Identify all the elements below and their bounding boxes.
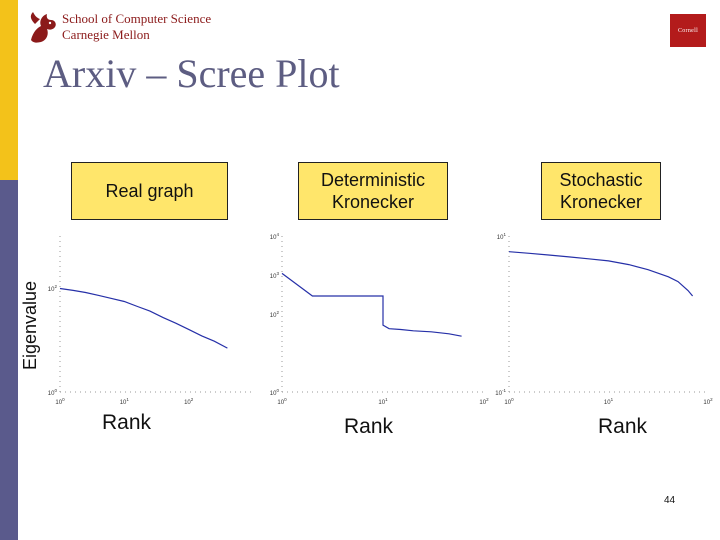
y-tick-label: 103 xyxy=(270,271,280,280)
school-line-2: Carnegie Mellon xyxy=(62,27,150,42)
school-line-1: School of Computer Science xyxy=(62,11,212,26)
y-tick-label: 101 xyxy=(497,232,507,241)
x-tick-label: 101 xyxy=(120,397,130,406)
x-tick-exponent: 1 xyxy=(126,397,129,402)
panel-label-stochastic: Stochastic Kronecker xyxy=(541,162,661,220)
y-tick-label: 102 xyxy=(48,284,58,293)
series-line xyxy=(59,287,228,349)
accent-bar-purple xyxy=(0,180,18,540)
y-tick-exponent: 1 xyxy=(503,232,506,237)
x-axis-label-real: Rank xyxy=(102,411,152,434)
school-name: School of Computer Science Carnegie Mell… xyxy=(62,11,211,43)
y-tick-exponent: 2 xyxy=(54,284,57,289)
x-tick-exponent: 0 xyxy=(62,397,65,402)
page-number: 44 xyxy=(664,495,676,506)
x-tick-label: 102 xyxy=(184,397,194,406)
panel-label-deterministic: Deterministic Kronecker xyxy=(298,162,448,220)
panel-label-text: Real graph xyxy=(105,181,194,201)
panel-label-text: Stochastic Kronecker xyxy=(559,170,643,212)
y-tick-label: 102 xyxy=(270,310,280,319)
series-line xyxy=(281,272,462,337)
x-tick-label: 100 xyxy=(504,397,514,406)
series-line xyxy=(508,251,694,297)
x-tick-exponent: 1 xyxy=(385,397,388,402)
x-axis-label-stochastic: Rank xyxy=(598,415,648,438)
x-tick-exponent: 2 xyxy=(486,397,489,402)
y-tick-label: 10-1 xyxy=(495,388,506,397)
panel-label-text: Deterministic Kronecker xyxy=(320,170,426,212)
x-tick-label: 100 xyxy=(277,397,287,406)
x-tick-exponent: 0 xyxy=(511,397,514,402)
y-tick-exponent: 3 xyxy=(276,271,279,276)
y-tick-exponent: 0 xyxy=(276,388,279,393)
y-tick-label: 100 xyxy=(48,388,58,397)
y-tick-label: 104 xyxy=(270,232,280,241)
x-tick-exponent: 2 xyxy=(710,397,713,402)
x-tick-exponent: 2 xyxy=(191,397,194,402)
slide-title: Arxiv – Scree Plot xyxy=(43,51,340,96)
y-tick-exponent: 2 xyxy=(276,310,279,315)
y-tick-exponent: -1 xyxy=(502,388,506,393)
x-tick-label: 102 xyxy=(703,397,713,406)
y-tick-label: 100 xyxy=(270,388,280,397)
cornell-logo-icon: Cornell xyxy=(670,14,706,47)
y-tick-exponent: 4 xyxy=(276,232,279,237)
accent-bar-yellow xyxy=(0,0,18,180)
x-tick-label: 100 xyxy=(55,397,65,406)
x-axis-label-deterministic: Rank xyxy=(344,415,394,438)
x-tick-label: 101 xyxy=(378,397,388,406)
griffin-logo-icon xyxy=(30,12,56,43)
panel-label-real-graph: Real graph xyxy=(71,162,228,220)
x-tick-label: 101 xyxy=(604,397,614,406)
x-tick-exponent: 1 xyxy=(611,397,614,402)
cornell-logo-text: Cornell xyxy=(677,27,699,34)
x-tick-label: 102 xyxy=(479,397,489,406)
y-tick-exponent: 0 xyxy=(54,388,57,393)
x-tick-exponent: 0 xyxy=(284,397,287,402)
